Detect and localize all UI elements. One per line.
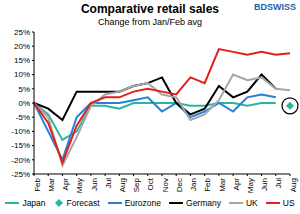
svg-text:Dec: Dec bbox=[175, 178, 184, 192]
svg-text:Mar: Mar bbox=[47, 178, 56, 192]
svg-text:Aug: Aug bbox=[289, 178, 292, 192]
svg-text:May: May bbox=[246, 178, 255, 193]
svg-text:Apr: Apr bbox=[61, 178, 70, 191]
svg-text:Jul: Jul bbox=[104, 178, 113, 188]
svg-text:5%: 5% bbox=[18, 85, 30, 94]
svg-text:Jan: Jan bbox=[189, 178, 198, 191]
svg-text:Jun: Jun bbox=[90, 178, 99, 191]
html-text:Japan: Japan bbox=[22, 198, 46, 208]
svg-text:Aug: Aug bbox=[118, 178, 127, 192]
svg-text:-15%: -15% bbox=[11, 141, 30, 150]
svg-text:Oct: Oct bbox=[146, 177, 155, 190]
svg-text:Nov: Nov bbox=[161, 178, 170, 192]
html-text:UK: UK bbox=[246, 198, 258, 208]
svg-text:Apr: Apr bbox=[232, 178, 241, 191]
html-text:Forecast: Forecast bbox=[66, 198, 100, 208]
svg-text:-10%: -10% bbox=[11, 127, 30, 136]
html-text:Change from Jan/Feb avg: Change from Jan/Feb avg bbox=[98, 17, 202, 27]
svg-text:25%: 25% bbox=[14, 28, 30, 37]
html-text:Germany: Germany bbox=[186, 198, 221, 208]
svg-text:Sep: Sep bbox=[132, 177, 141, 192]
svg-text:-25%: -25% bbox=[11, 170, 30, 179]
svg-text:-5%: -5% bbox=[16, 113, 30, 122]
svg-text:Jun: Jun bbox=[260, 178, 269, 191]
svg-text:Feb: Feb bbox=[203, 177, 212, 191]
svg-text:Jul: Jul bbox=[274, 178, 283, 188]
svg-text:0%: 0% bbox=[18, 99, 30, 108]
html-text:Comparative retail sales: Comparative retail sales bbox=[81, 2, 219, 16]
html-text:Eurozone: Eurozone bbox=[124, 198, 161, 208]
svg-text:-20%: -20% bbox=[11, 156, 30, 165]
svg-text:May: May bbox=[75, 178, 84, 193]
svg-text:20%: 20% bbox=[14, 42, 30, 51]
svg-text:10%: 10% bbox=[14, 70, 30, 79]
html-text:BDSWISS: BDSWISS bbox=[254, 2, 296, 12]
html-text:US: US bbox=[282, 198, 295, 208]
svg-text:Mar: Mar bbox=[218, 178, 227, 192]
svg-text:15%: 15% bbox=[14, 56, 30, 65]
svg-text:Feb: Feb bbox=[33, 177, 42, 191]
